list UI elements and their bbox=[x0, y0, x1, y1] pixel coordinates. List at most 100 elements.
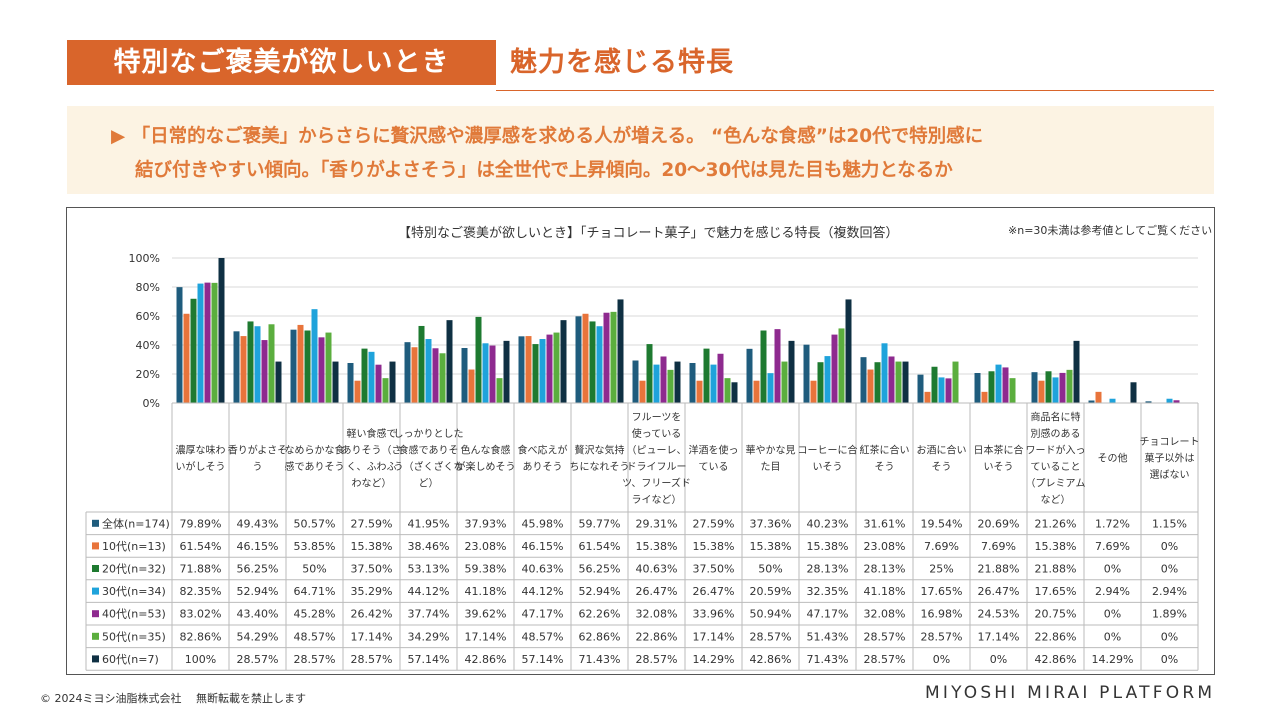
bar-2-1 bbox=[183, 313, 190, 403]
y-tick-label: 0% bbox=[143, 397, 160, 410]
data-label: 31.61% bbox=[864, 517, 906, 530]
data-label: 7.69% bbox=[1095, 540, 1130, 553]
category-label-line: ライなど） bbox=[632, 494, 682, 506]
bar-5-6 bbox=[489, 345, 496, 403]
category-label: チョコレート菓子以外は選ばない bbox=[1140, 436, 1200, 481]
data-label: 53.13% bbox=[408, 563, 450, 576]
bar-2-5 bbox=[411, 347, 418, 403]
data-label: 21.88% bbox=[1035, 563, 1077, 576]
data-label: 0% bbox=[1161, 540, 1178, 553]
data-label: 50% bbox=[302, 563, 326, 576]
bar-2-7 bbox=[525, 336, 532, 403]
bar-2-14 bbox=[924, 391, 931, 403]
data-label: 44.12% bbox=[408, 585, 450, 598]
bar-5-18 bbox=[1173, 400, 1180, 403]
data-label: 53.85% bbox=[294, 540, 336, 553]
y-tick-label: 100% bbox=[129, 252, 160, 265]
bar-1-13 bbox=[860, 357, 867, 403]
data-label: 32.35% bbox=[807, 585, 849, 598]
bar-5-5 bbox=[432, 348, 439, 403]
legend-label-1: 全体(n=174) bbox=[102, 516, 170, 530]
legend-key-4 bbox=[92, 587, 99, 595]
data-label: 28.57% bbox=[294, 653, 336, 666]
bar-6-10 bbox=[724, 378, 731, 403]
data-label: 23.08% bbox=[465, 540, 507, 553]
category-label-line: 使っている bbox=[632, 427, 682, 440]
legend-label-7: 60代(n=7) bbox=[102, 653, 159, 666]
bar-7-2 bbox=[275, 361, 282, 403]
bar-7-6 bbox=[503, 340, 510, 403]
data-label: 61.54% bbox=[180, 540, 222, 553]
bar-1-7 bbox=[518, 336, 525, 403]
data-label: 16.98% bbox=[921, 608, 963, 621]
category-label-line: 感でありそう bbox=[285, 460, 345, 473]
category-label-line: 洋酒を使っ bbox=[689, 443, 739, 456]
bar-6-13 bbox=[895, 361, 902, 403]
category-label-line: 濃厚な味わ bbox=[176, 443, 226, 456]
bar-2-9 bbox=[639, 380, 646, 403]
bar-5-16 bbox=[1059, 372, 1066, 403]
category-label: 軽い食感でありそう（さく、ふわふわなど） bbox=[342, 427, 402, 490]
data-label: 32.08% bbox=[864, 608, 906, 621]
bar-6-6 bbox=[496, 378, 503, 403]
category-label-line: ていること bbox=[1031, 461, 1081, 473]
bar-7-16 bbox=[1073, 340, 1080, 403]
data-label: 44.12% bbox=[522, 585, 564, 598]
data-label: 42.86% bbox=[1035, 653, 1077, 666]
category-label-line: 贅沢な気持 bbox=[575, 443, 625, 456]
data-label: 28.57% bbox=[351, 653, 393, 666]
bar-3-9 bbox=[646, 344, 653, 403]
bar-3-1 bbox=[190, 298, 197, 403]
category-label-line: いそう bbox=[813, 461, 843, 473]
bar-2-3 bbox=[297, 324, 304, 403]
bar-2-8 bbox=[582, 313, 589, 403]
bar-4-12 bbox=[824, 356, 831, 403]
bar-3-10 bbox=[703, 348, 710, 403]
category-label-line: 菓子以外は bbox=[1145, 453, 1195, 465]
category-label-line: ツ、フリーズド bbox=[622, 476, 691, 489]
data-label: 45.98% bbox=[522, 517, 564, 530]
category-label-line: ありそう bbox=[523, 461, 563, 473]
bar-4-15 bbox=[995, 364, 1002, 403]
data-label: 32.08% bbox=[636, 608, 678, 621]
bar-2-16 bbox=[1038, 380, 1045, 403]
data-label: 7.69% bbox=[981, 540, 1016, 553]
data-label: 28.57% bbox=[864, 630, 906, 643]
category-label-line: ど） bbox=[419, 477, 439, 489]
bar-1-17 bbox=[1088, 400, 1095, 403]
bar-7-4 bbox=[389, 361, 396, 403]
data-label: 2.94% bbox=[1095, 585, 1130, 598]
data-label: 17.65% bbox=[1035, 585, 1077, 598]
bar-2-17 bbox=[1095, 391, 1102, 403]
bar-4-11 bbox=[767, 373, 774, 403]
bar-7-3 bbox=[332, 361, 339, 403]
data-label: 28.13% bbox=[807, 563, 849, 576]
chart-note: ※n=30未満は参考値としてご覧ください bbox=[1008, 224, 1213, 237]
y-tick-label: 20% bbox=[136, 368, 160, 381]
data-label: 37.50% bbox=[351, 563, 393, 576]
data-label: 23.08% bbox=[864, 540, 906, 553]
data-label: 40.23% bbox=[807, 517, 849, 530]
bar-5-8 bbox=[603, 312, 610, 403]
category-label-line: 日本茶に合 bbox=[974, 443, 1024, 456]
data-label: 56.25% bbox=[237, 563, 279, 576]
category-label-line: （プレミアム bbox=[1026, 477, 1086, 489]
category-label-line: く、ふわふ bbox=[347, 461, 397, 473]
bar-3-4 bbox=[361, 348, 368, 403]
bar-4-5 bbox=[425, 339, 432, 403]
data-label: 0% bbox=[990, 653, 1007, 666]
bar-5-12 bbox=[831, 334, 838, 403]
bar-4-2 bbox=[254, 326, 261, 403]
data-label: 17.14% bbox=[978, 630, 1020, 643]
category-label: 食べ応えがありそう bbox=[518, 443, 568, 473]
bar-3-5 bbox=[418, 325, 425, 403]
bar-6-3 bbox=[325, 332, 332, 403]
data-label: 17.14% bbox=[465, 630, 507, 643]
chart-frame bbox=[66, 207, 1215, 675]
bar-6-4 bbox=[382, 378, 389, 403]
category-label-line: う（ざくざくな bbox=[394, 460, 464, 473]
bar-1-4 bbox=[347, 362, 354, 403]
bar-5-7 bbox=[546, 334, 553, 403]
bar-1-6 bbox=[461, 348, 468, 403]
bar-2-11 bbox=[753, 380, 760, 403]
